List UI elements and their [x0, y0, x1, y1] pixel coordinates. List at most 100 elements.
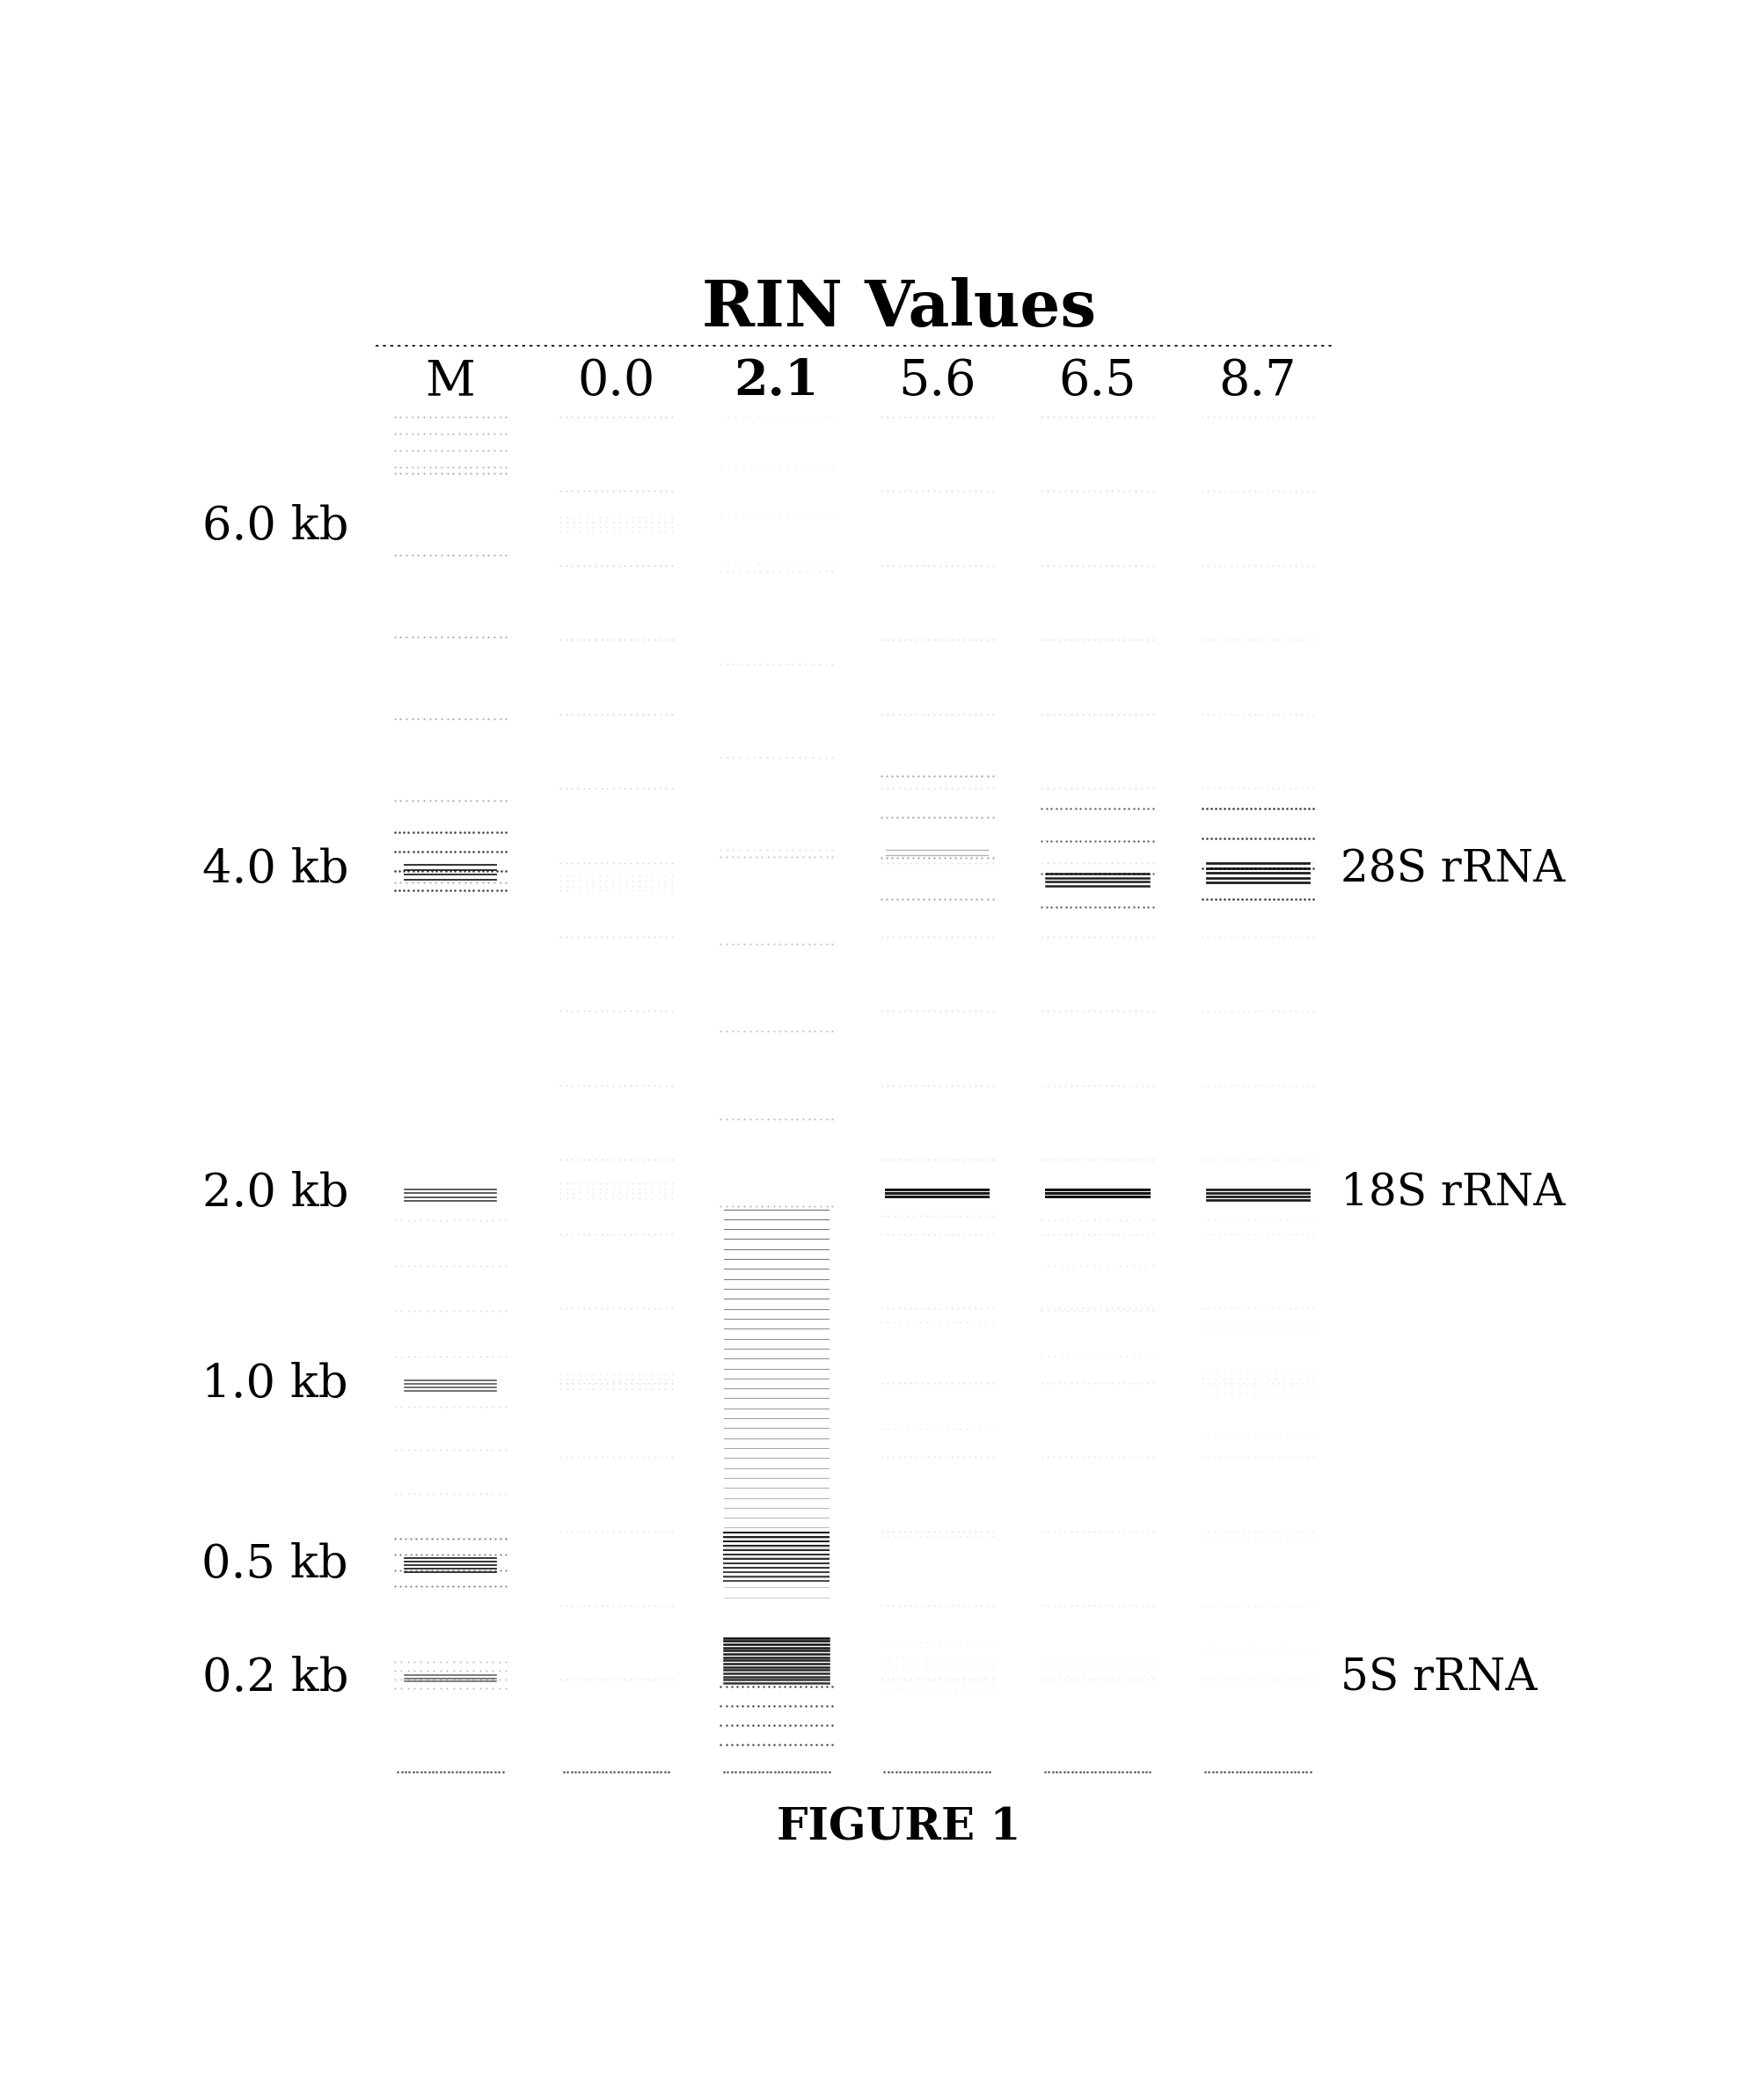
Point [1240, 1292, 1268, 1325]
Point [772, 928, 800, 962]
Point [940, 1413, 968, 1447]
Point [1235, 1069, 1263, 1102]
Point [777, 928, 805, 962]
Point [205, 1292, 233, 1325]
Point [645, 771, 674, 804]
Point [1110, 548, 1138, 582]
Point [1103, 920, 1131, 953]
Point [433, 620, 461, 653]
Point [638, 874, 667, 907]
Point [1087, 1653, 1116, 1686]
Point [1223, 1590, 1251, 1623]
Point [205, 1663, 233, 1697]
Point [635, 401, 663, 435]
Point [205, 1632, 233, 1665]
Point [588, 1365, 616, 1399]
Point [926, 1518, 954, 1552]
Point [205, 1014, 233, 1048]
Point [446, 433, 474, 466]
Point [914, 1625, 942, 1659]
Point [205, 475, 233, 508]
Point [205, 548, 233, 582]
Point [605, 1365, 633, 1399]
Point [460, 1569, 488, 1602]
Point [205, 1203, 233, 1237]
Point [205, 1014, 233, 1048]
Point [1133, 1203, 1161, 1237]
Point [205, 1218, 233, 1252]
Point [759, 401, 788, 435]
Point [428, 1569, 456, 1602]
Point [979, 624, 1007, 657]
Point [652, 1292, 681, 1325]
Point [205, 1441, 233, 1474]
Point [205, 647, 233, 680]
Point [205, 1294, 233, 1327]
Point [1287, 1069, 1316, 1102]
Point [966, 624, 995, 657]
Point [205, 1203, 233, 1237]
Point [205, 1218, 233, 1252]
Point [965, 1199, 993, 1233]
Point [205, 1663, 233, 1697]
Point [956, 475, 984, 508]
Point [1273, 1418, 1301, 1451]
Point [789, 928, 817, 962]
Point [952, 1413, 980, 1447]
Point [603, 1756, 631, 1789]
Point [205, 697, 233, 731]
Point [486, 1340, 514, 1373]
Point [205, 1203, 233, 1237]
Point [205, 1249, 233, 1283]
Point [205, 624, 233, 657]
Point [474, 874, 502, 907]
Point [205, 475, 233, 508]
Point [205, 1514, 233, 1548]
Point [482, 815, 510, 848]
Point [1200, 548, 1228, 582]
Point [416, 538, 444, 571]
Point [1133, 1249, 1161, 1283]
Point [560, 514, 588, 548]
Point [624, 506, 652, 540]
Point [1233, 1525, 1261, 1558]
Point [896, 1640, 924, 1674]
Point [866, 1292, 895, 1325]
Point [205, 1514, 233, 1548]
Point [205, 624, 233, 657]
Point [884, 840, 912, 874]
Point [588, 846, 616, 880]
Point [884, 758, 912, 792]
Point [1187, 1441, 1216, 1474]
Point [1265, 548, 1293, 582]
Point [481, 433, 509, 466]
Point [205, 1625, 233, 1659]
Text: 5S rRNA: 5S rRNA [1340, 1657, 1537, 1699]
Point [1240, 846, 1268, 880]
Point [707, 401, 735, 435]
Point [426, 1655, 454, 1688]
Point [205, 647, 233, 680]
Point [1254, 1525, 1282, 1558]
Point [205, 475, 233, 508]
Point [631, 859, 660, 892]
Point [728, 1688, 756, 1722]
Point [456, 783, 484, 817]
Point [600, 995, 628, 1029]
Point [1096, 825, 1124, 859]
Point [205, 995, 233, 1029]
Point [205, 1069, 233, 1102]
Point [205, 771, 233, 804]
Point [451, 874, 479, 907]
Point [914, 475, 942, 508]
Point [205, 1441, 233, 1474]
Point [872, 800, 900, 834]
Point [1217, 995, 1245, 1029]
Point [1058, 697, 1086, 731]
Point [979, 920, 1007, 953]
Point [1107, 1340, 1135, 1373]
Point [1096, 1665, 1124, 1699]
Point [205, 1340, 233, 1373]
Point [479, 855, 507, 888]
Point [205, 771, 233, 804]
